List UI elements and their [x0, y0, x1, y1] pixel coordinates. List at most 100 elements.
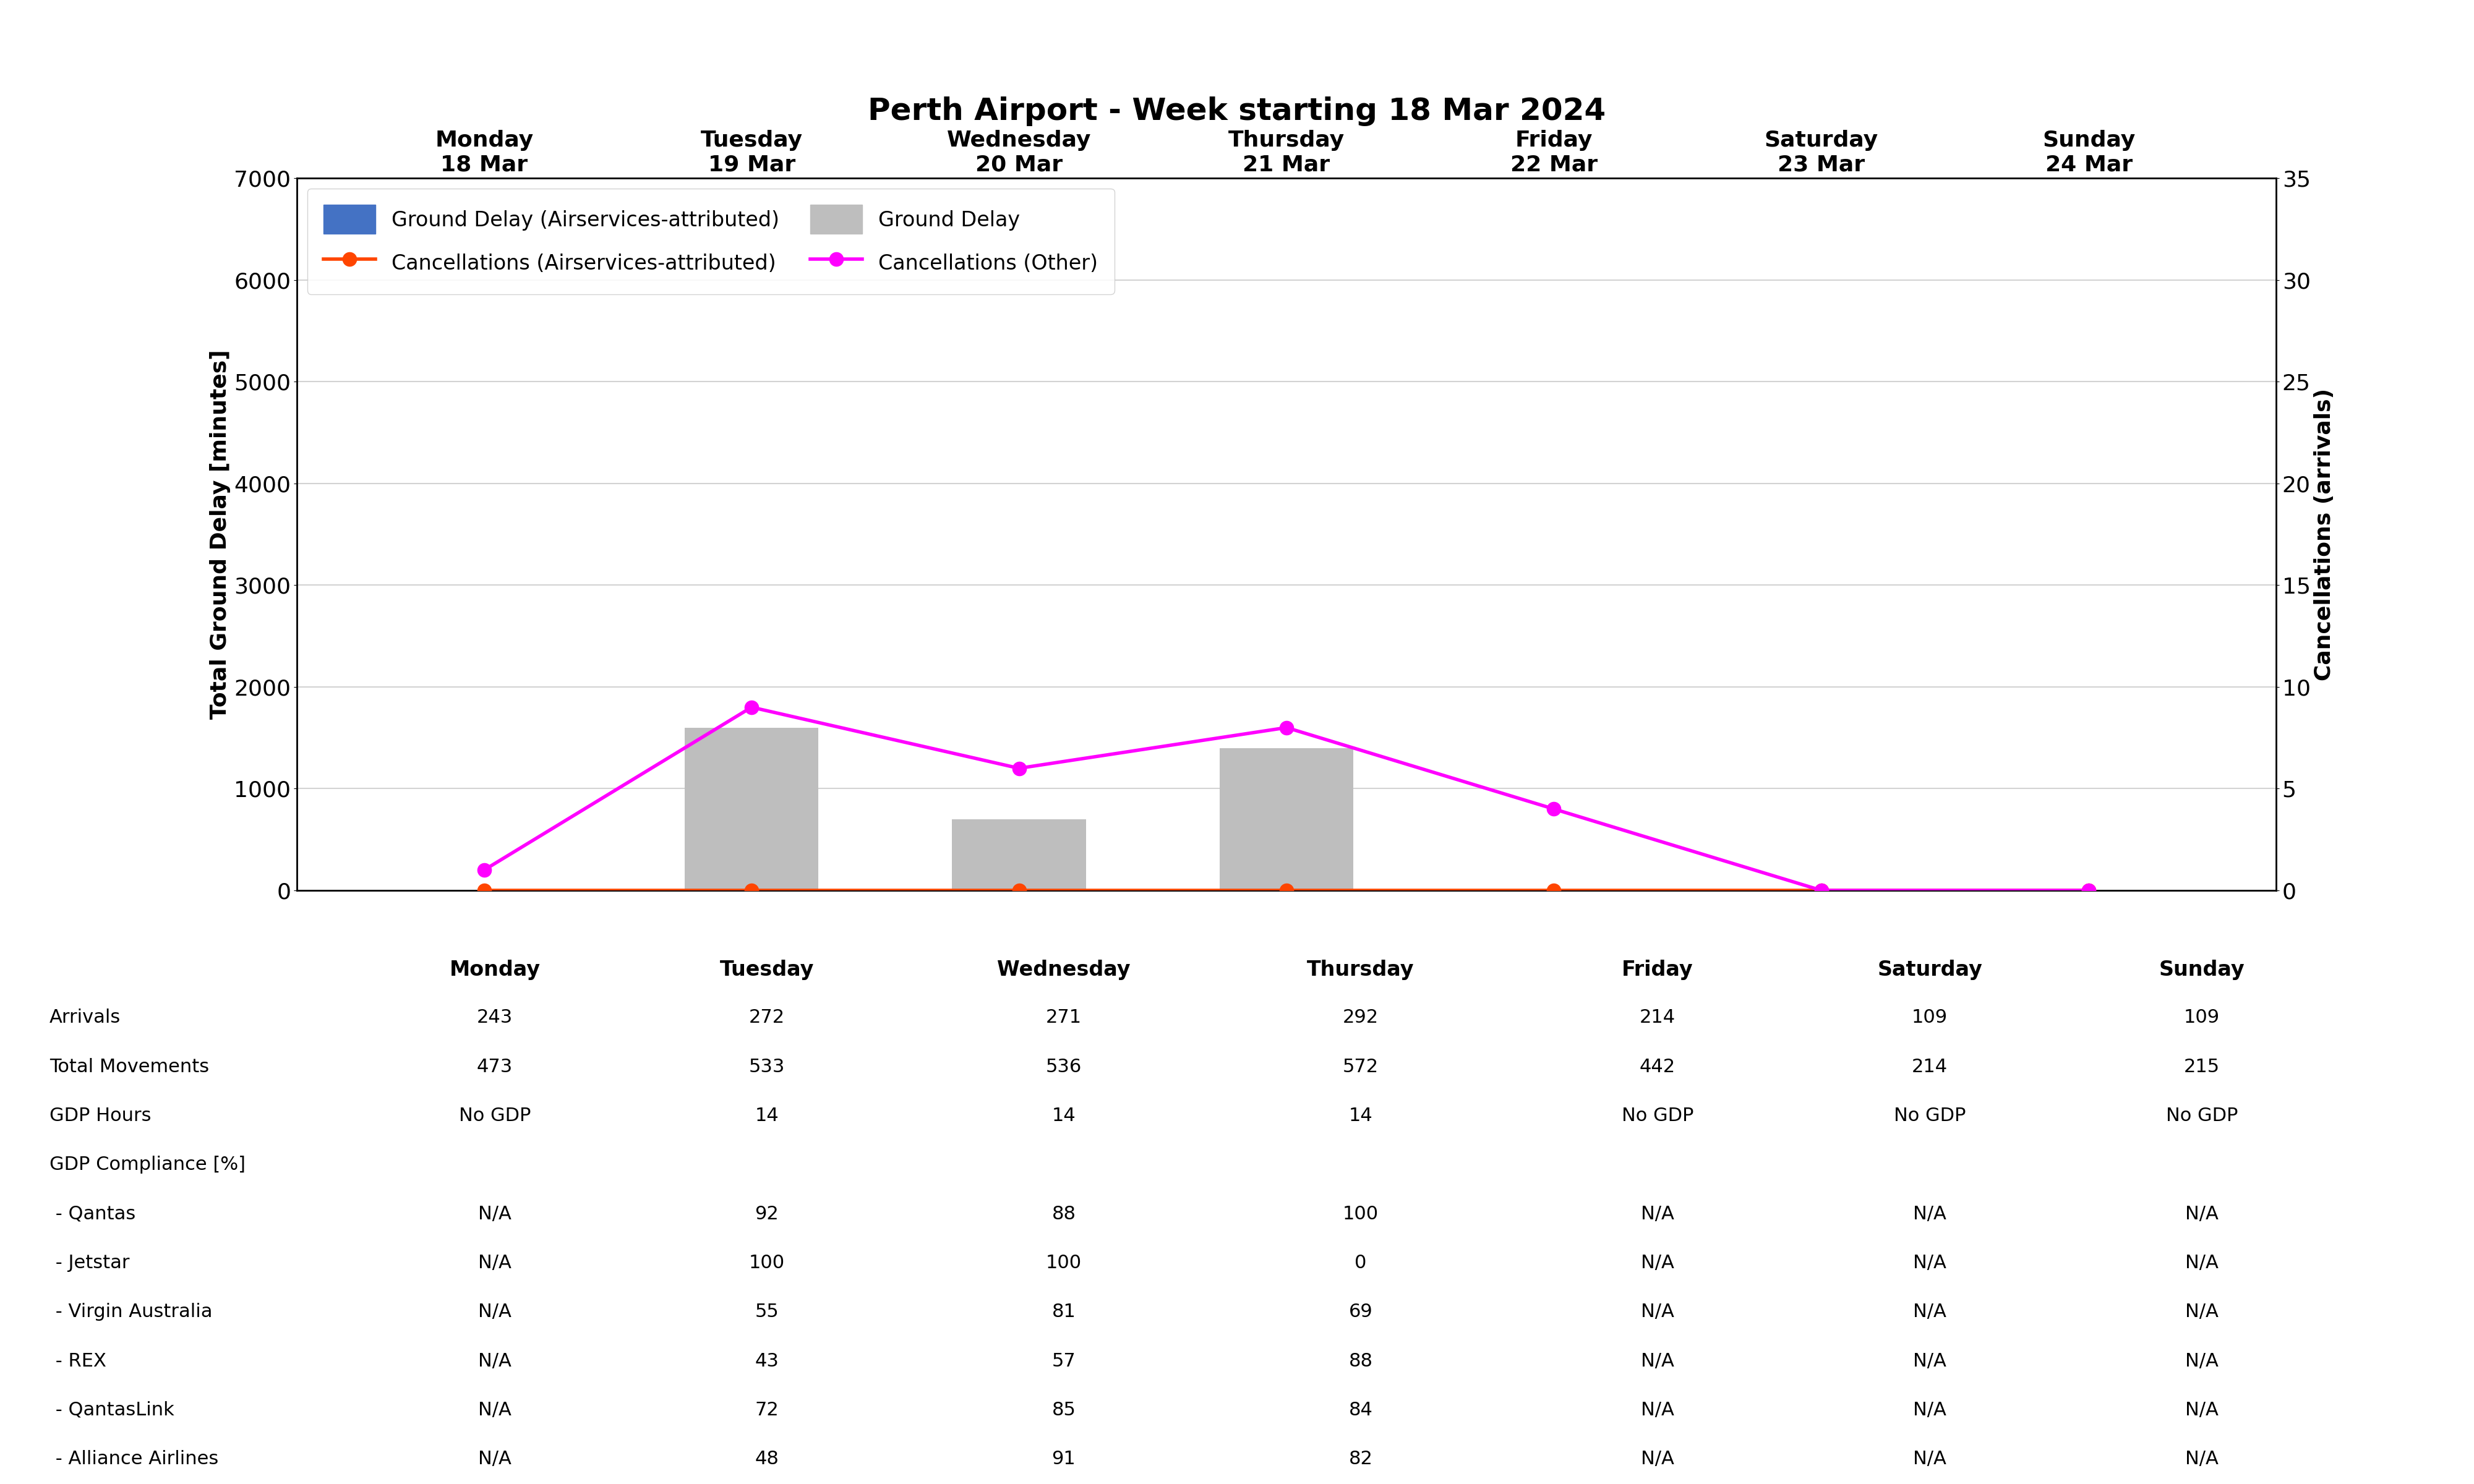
- Text: N/A: N/A: [1640, 1303, 1675, 1321]
- Cancellations (Airservices-attributed): [1806, 881, 1836, 899]
- Text: - Virgin Australia: - Virgin Australia: [49, 1303, 213, 1321]
- Text: 442: 442: [1640, 1058, 1675, 1076]
- Legend: Ground Delay (Airservices-attributed), Cancellations (Airservices-attributed), G: Ground Delay (Airservices-attributed), C…: [307, 188, 1113, 294]
- Text: 100: 100: [750, 1254, 784, 1272]
- Text: 48: 48: [755, 1450, 779, 1468]
- Bar: [1220, 748, 1353, 890]
- Cancellations (Airservices-attributed): [737, 881, 767, 899]
- Text: 57: 57: [1051, 1352, 1076, 1370]
- Bar: [685, 727, 819, 890]
- Text: - Qantas: - Qantas: [49, 1205, 136, 1223]
- Text: N/A: N/A: [477, 1352, 512, 1370]
- Text: Thursday: Thursday: [1306, 960, 1415, 979]
- Text: N/A: N/A: [2185, 1254, 2219, 1272]
- Text: N/A: N/A: [2185, 1401, 2219, 1419]
- Text: Sunday: Sunday: [2160, 960, 2244, 979]
- Bar: [952, 819, 1086, 890]
- Text: N/A: N/A: [1640, 1401, 1675, 1419]
- Text: No GDP: No GDP: [1620, 1107, 1695, 1125]
- Text: - QantasLink: - QantasLink: [49, 1401, 173, 1419]
- Text: N/A: N/A: [477, 1450, 512, 1468]
- Text: 14: 14: [1051, 1107, 1076, 1125]
- Cancellations (Airservices-attributed): [1004, 881, 1034, 899]
- Cancellations (Airservices-attributed): [470, 881, 500, 899]
- Text: Monday: Monday: [450, 960, 539, 979]
- Text: GDP Hours: GDP Hours: [49, 1107, 151, 1125]
- Text: 243: 243: [477, 1009, 512, 1027]
- Text: Total Movements: Total Movements: [49, 1058, 210, 1076]
- Text: - REX: - REX: [49, 1352, 106, 1370]
- Text: 572: 572: [1343, 1058, 1378, 1076]
- Cancellations (Other): [1004, 760, 1034, 778]
- Text: N/A: N/A: [477, 1254, 512, 1272]
- Cancellations (Airservices-attributed): [2073, 881, 2103, 899]
- Text: Perth Airport - Week starting 18 Mar 2024: Perth Airport - Week starting 18 Mar 202…: [868, 96, 1606, 126]
- Text: - Alliance Airlines: - Alliance Airlines: [49, 1450, 218, 1468]
- Text: N/A: N/A: [2185, 1450, 2219, 1468]
- Text: N/A: N/A: [1912, 1254, 1947, 1272]
- Cancellations (Other): [1806, 881, 1836, 899]
- Text: N/A: N/A: [1640, 1352, 1675, 1370]
- Text: 109: 109: [1912, 1009, 1947, 1027]
- Text: 82: 82: [1348, 1450, 1373, 1468]
- Text: N/A: N/A: [1912, 1352, 1947, 1370]
- Text: 14: 14: [755, 1107, 779, 1125]
- Cancellations (Other): [470, 861, 500, 879]
- Y-axis label: Total Ground Delay [minutes]: Total Ground Delay [minutes]: [210, 349, 230, 720]
- Text: No GDP: No GDP: [458, 1107, 532, 1125]
- Text: 84: 84: [1348, 1401, 1373, 1419]
- Text: Arrivals: Arrivals: [49, 1009, 121, 1027]
- Text: 215: 215: [2185, 1058, 2219, 1076]
- Text: 536: 536: [1047, 1058, 1081, 1076]
- Text: 85: 85: [1051, 1401, 1076, 1419]
- Text: 533: 533: [750, 1058, 784, 1076]
- Text: 92: 92: [755, 1205, 779, 1223]
- Text: 473: 473: [477, 1058, 512, 1076]
- Text: N/A: N/A: [477, 1401, 512, 1419]
- Text: Saturday: Saturday: [1878, 960, 1982, 979]
- Text: GDP Compliance [%]: GDP Compliance [%]: [49, 1156, 245, 1174]
- Cancellations (Other): [1539, 800, 1569, 818]
- Text: Tuesday: Tuesday: [720, 960, 814, 979]
- Text: 88: 88: [1348, 1352, 1373, 1370]
- Text: N/A: N/A: [1912, 1450, 1947, 1468]
- Text: 271: 271: [1047, 1009, 1081, 1027]
- Text: 292: 292: [1343, 1009, 1378, 1027]
- Text: 0: 0: [1356, 1254, 1366, 1272]
- Text: 214: 214: [1640, 1009, 1675, 1027]
- Cancellations (Airservices-attributed): [1539, 881, 1569, 899]
- Cancellations (Other): [1272, 718, 1301, 736]
- Text: N/A: N/A: [1640, 1254, 1675, 1272]
- Text: 72: 72: [755, 1401, 779, 1419]
- Text: N/A: N/A: [1640, 1450, 1675, 1468]
- Cancellations (Other): [2073, 881, 2103, 899]
- Text: 69: 69: [1348, 1303, 1373, 1321]
- Text: 55: 55: [755, 1303, 779, 1321]
- Text: 100: 100: [1047, 1254, 1081, 1272]
- Text: Wednesday: Wednesday: [997, 960, 1131, 979]
- Line: Cancellations (Airservices-attributed): Cancellations (Airservices-attributed): [477, 883, 2095, 898]
- Text: 214: 214: [1912, 1058, 1947, 1076]
- Text: Friday: Friday: [1623, 960, 1692, 979]
- Text: 272: 272: [750, 1009, 784, 1027]
- Text: N/A: N/A: [2185, 1352, 2219, 1370]
- Cancellations (Airservices-attributed): [1272, 881, 1301, 899]
- Text: N/A: N/A: [1912, 1303, 1947, 1321]
- Text: 81: 81: [1051, 1303, 1076, 1321]
- Text: N/A: N/A: [1912, 1401, 1947, 1419]
- Text: N/A: N/A: [2185, 1205, 2219, 1223]
- Text: N/A: N/A: [1640, 1205, 1675, 1223]
- Text: N/A: N/A: [1912, 1205, 1947, 1223]
- Text: 88: 88: [1051, 1205, 1076, 1223]
- Text: 14: 14: [1348, 1107, 1373, 1125]
- Text: 100: 100: [1343, 1205, 1378, 1223]
- Text: - Jetstar: - Jetstar: [49, 1254, 129, 1272]
- Text: 91: 91: [1051, 1450, 1076, 1468]
- Text: 43: 43: [755, 1352, 779, 1370]
- Cancellations (Other): [737, 699, 767, 717]
- Text: No GDP: No GDP: [2165, 1107, 2239, 1125]
- Y-axis label: Cancellations (arrivals): Cancellations (arrivals): [2313, 387, 2335, 681]
- Text: No GDP: No GDP: [1893, 1107, 1967, 1125]
- Line: Cancellations (Other): Cancellations (Other): [477, 700, 2095, 898]
- Text: N/A: N/A: [2185, 1303, 2219, 1321]
